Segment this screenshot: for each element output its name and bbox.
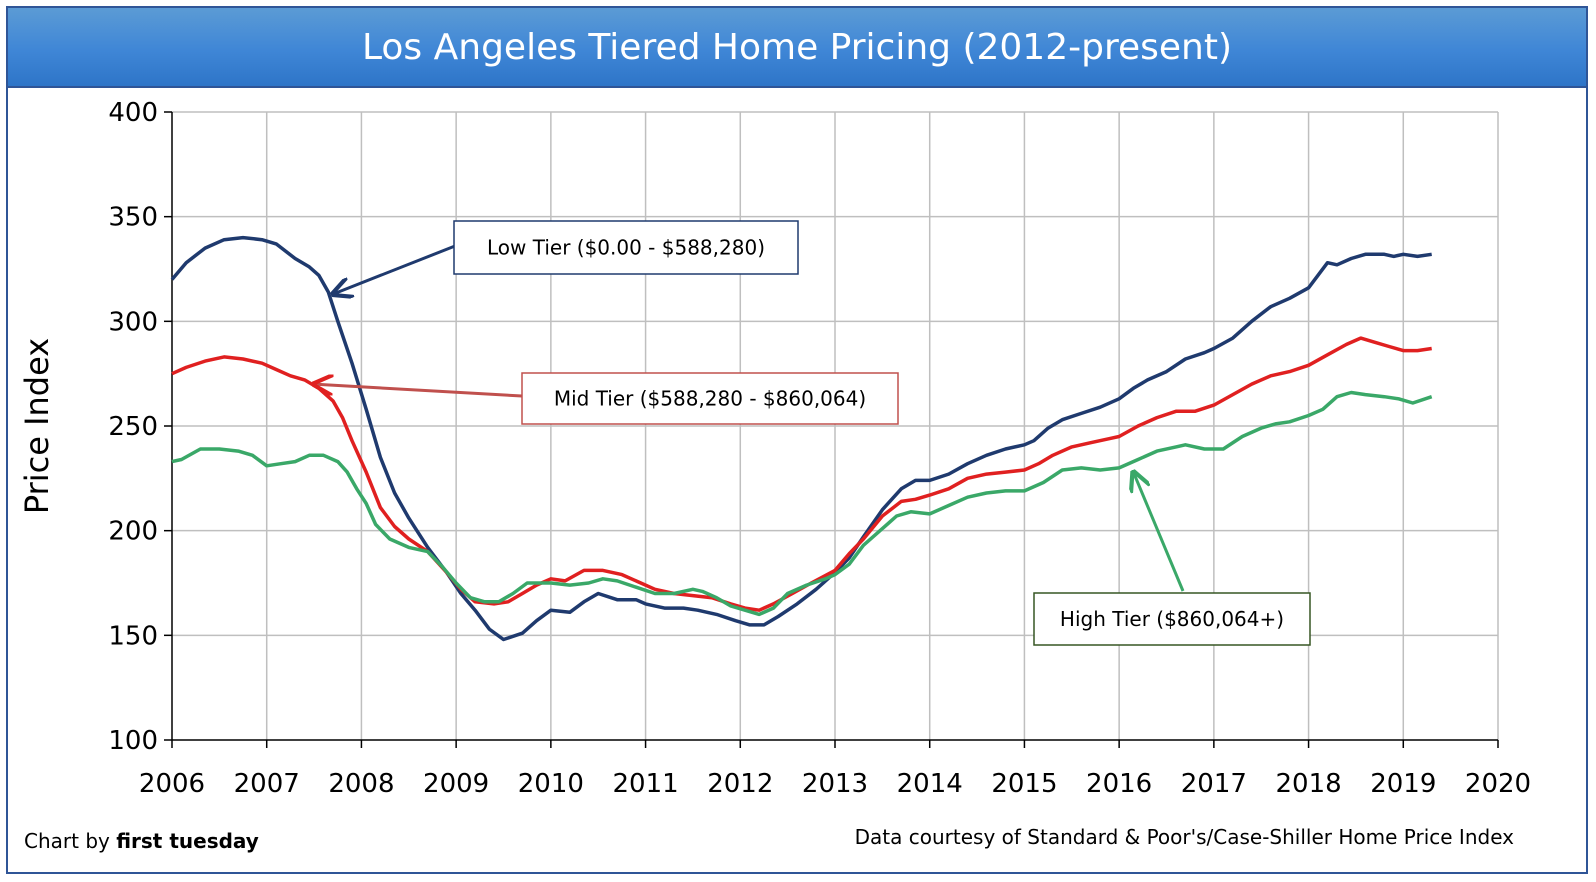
y-tick-label: 350: [108, 203, 158, 233]
x-tick-label: 2017: [1181, 769, 1247, 799]
footer-credit: Chart by first tuesday: [24, 829, 259, 853]
y-axis-label: Price Index: [18, 338, 56, 514]
y-tick-label: 300: [108, 307, 158, 337]
annotation-arrow: [333, 244, 456, 294]
x-tick-label: 2018: [1275, 769, 1341, 799]
annotation-label: High Tier ($860,064+): [1060, 607, 1284, 631]
footer-credit-prefix: Chart by: [24, 829, 116, 853]
x-tick-label: 2009: [423, 769, 489, 799]
y-tick-label: 100: [108, 726, 158, 756]
y-tick-label: 400: [108, 98, 158, 128]
x-tick-label: 2020: [1465, 769, 1531, 799]
footer-credit-brand: first tuesday: [116, 829, 259, 853]
series-line-high-tier: [171, 390, 1433, 617]
y-tick-label: 200: [108, 517, 158, 547]
y-tick-label: 250: [108, 412, 158, 442]
chart-title: Los Angeles Tiered Home Pricing (2012-pr…: [8, 8, 1586, 88]
annotation-box: [521, 372, 899, 425]
x-tick-label: 2012: [707, 769, 773, 799]
x-tick-label: 2015: [991, 769, 1057, 799]
x-tick-label: 2006: [139, 769, 205, 799]
y-tick-label: 150: [108, 621, 158, 651]
x-tick-label: 2007: [234, 769, 300, 799]
x-tick-label: 2010: [518, 769, 584, 799]
series-line-low-tier: [170, 235, 1432, 642]
x-tick-label: 2011: [612, 769, 678, 799]
x-tick-label: 2019: [1370, 769, 1436, 799]
x-tick-label: 2008: [328, 769, 394, 799]
x-tick-label: 2016: [1086, 769, 1152, 799]
series-line-mid-tier: [171, 336, 1432, 612]
annotation-box: [1033, 592, 1311, 646]
footer-source: Data courtesy of Standard & Poor's/Case-…: [855, 825, 1515, 849]
annotation-arrow: [314, 384, 523, 398]
x-tick-label: 2014: [897, 769, 963, 799]
annotation-label: Mid Tier ($588,280 - $860,064): [554, 387, 866, 411]
annotation-box: [453, 220, 799, 275]
x-tick-label: 2013: [802, 769, 868, 799]
annotation-label: Low Tier ($0.00 - $588,280): [487, 236, 765, 260]
annotation-arrow: [1133, 472, 1185, 592]
